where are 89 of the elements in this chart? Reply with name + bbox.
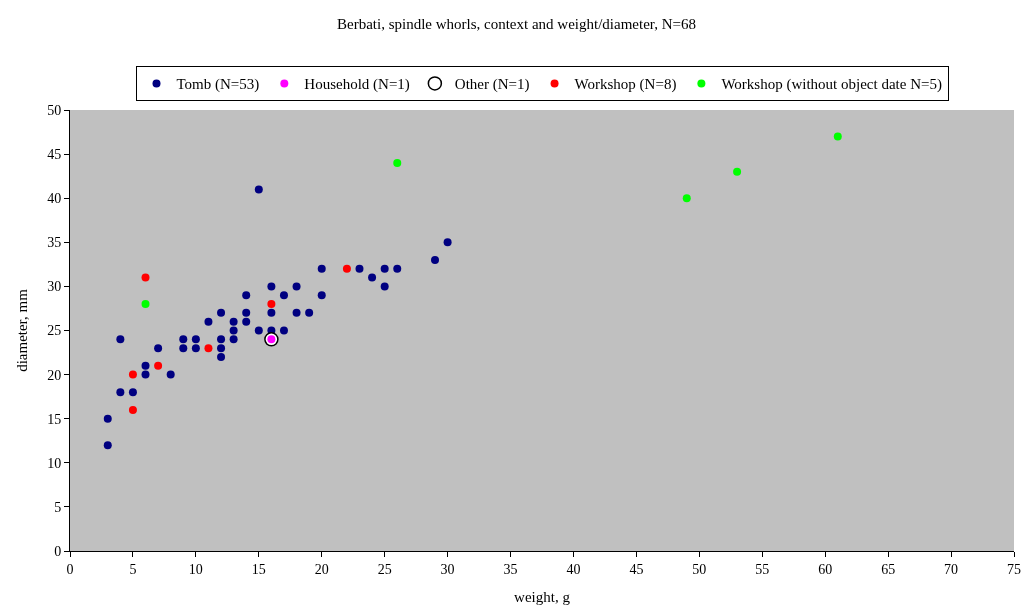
point (443, 238, 452, 247)
point (267, 300, 276, 309)
point (103, 414, 112, 423)
point (141, 300, 150, 309)
y-tick-label: 0 (54, 543, 62, 559)
point (393, 264, 402, 273)
y-tick-label: 25 (47, 323, 62, 339)
point (242, 291, 251, 300)
point (166, 370, 175, 379)
point (229, 335, 238, 344)
y-tick-label: 30 (47, 279, 62, 295)
point (342, 264, 351, 273)
y-tick-label: 40 (47, 191, 62, 207)
point (733, 167, 742, 176)
y-axis-title: diameter, mm (14, 288, 31, 372)
point (154, 361, 163, 370)
y-tick-label: 5 (54, 499, 62, 515)
point (380, 282, 389, 291)
point (141, 273, 150, 282)
point (191, 335, 200, 344)
point (317, 291, 326, 300)
x-tick-label: 45 (629, 561, 644, 577)
point (431, 255, 440, 264)
point (242, 308, 251, 317)
x-tick-label: 10 (188, 561, 203, 577)
x-tick-label: 65 (881, 561, 896, 577)
point (128, 388, 137, 397)
point (305, 308, 314, 317)
point (217, 335, 226, 344)
point (204, 344, 213, 353)
legend-label: Workshop (N=8) (574, 76, 677, 94)
x-tick-label: 70 (944, 561, 959, 577)
point (141, 370, 150, 379)
point (229, 326, 238, 335)
point (833, 132, 842, 141)
point (279, 291, 288, 300)
point (179, 335, 188, 344)
x-tick-label: 60 (818, 561, 833, 577)
point (368, 273, 377, 282)
point (393, 158, 402, 167)
x-tick-label: 30 (440, 561, 455, 577)
x-tick-label: 0 (66, 561, 74, 577)
point (267, 308, 276, 317)
x-tick-label: 20 (314, 561, 329, 577)
point (254, 185, 263, 194)
y-tick-label: 15 (47, 411, 62, 427)
x-axis-title: weight, g (514, 588, 571, 605)
x-tick-label: 35 (503, 561, 518, 577)
y-tick-label: 45 (47, 147, 62, 162)
point (380, 264, 389, 273)
point (154, 344, 163, 353)
point (292, 282, 301, 291)
y-tick-label: 20 (47, 367, 62, 383)
point (355, 264, 364, 273)
y-tick-label: 10 (47, 455, 62, 471)
legend-label: Tomb (N=53) (176, 76, 260, 94)
x-tick-label: 50 (692, 561, 707, 577)
point (217, 344, 226, 353)
point (254, 326, 263, 335)
chart-title: Berbati, spindle whorls, context and weight/diameter, N=68 (336, 15, 697, 32)
x-tick-label: 75 (1007, 561, 1021, 577)
x-tick-label: 25 (377, 561, 392, 577)
legend-label: Other (N=1) (454, 76, 530, 94)
y-tick-label: 50 (47, 102, 62, 118)
x-tick-label: 15 (251, 561, 266, 577)
point (217, 352, 226, 361)
point (204, 317, 213, 326)
point (217, 308, 226, 317)
point (116, 388, 125, 397)
point (128, 370, 137, 379)
legend-label: Workshop (without object date N=5) (721, 76, 942, 94)
point (682, 194, 691, 203)
point (267, 282, 276, 291)
point (103, 441, 112, 450)
x-tick-label: 40 (566, 561, 581, 577)
point (191, 344, 200, 353)
point (317, 264, 326, 273)
point (179, 344, 188, 353)
point (116, 335, 125, 344)
point (292, 308, 301, 317)
y-tick-label: 35 (47, 235, 62, 251)
x-tick-label: 55 (755, 561, 770, 577)
point (229, 317, 238, 326)
point (279, 326, 288, 335)
point (141, 361, 150, 370)
legend-label: Household (N=1) (304, 76, 410, 94)
point (242, 317, 251, 326)
point (128, 405, 137, 414)
x-tick-label: 5 (129, 561, 137, 577)
